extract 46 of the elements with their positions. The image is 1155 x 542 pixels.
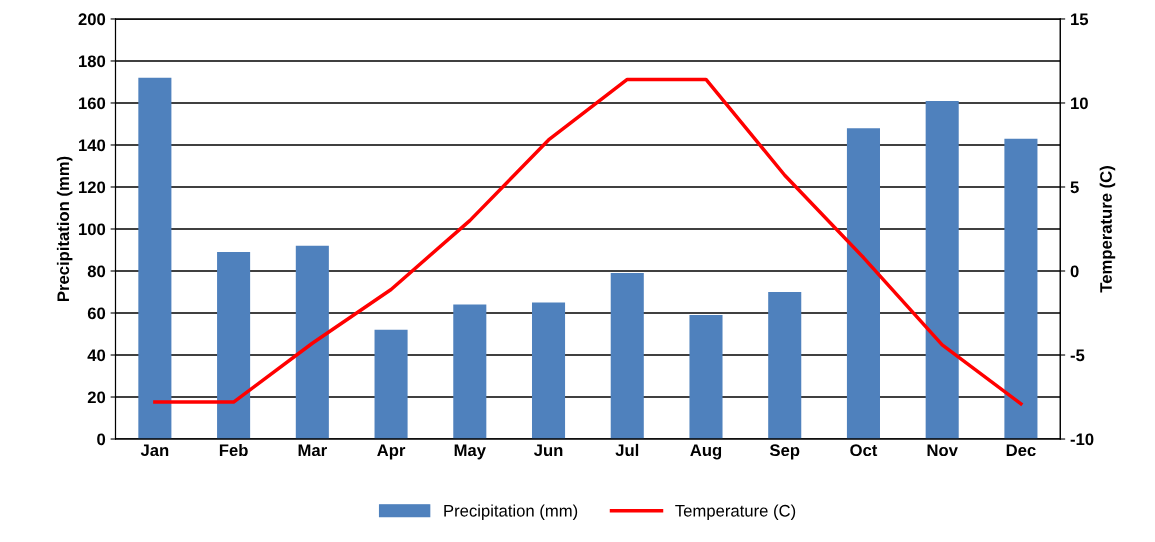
- x-tick-label: Nov: [927, 444, 958, 457]
- line-series: [153, 77, 1023, 406]
- y-tick-label: 20: [87, 391, 106, 404]
- y-tick-label: 0: [97, 433, 106, 446]
- bar: [925, 100, 959, 440]
- x-tick-label: Aug: [690, 444, 722, 460]
- bar: [768, 292, 802, 440]
- y-axis-title: Precipitation (mm): [56, 156, 73, 302]
- x-tick-label: Mar: [298, 444, 327, 457]
- y-tick-label: 180: [79, 55, 106, 68]
- y2-tick-label: 0: [1070, 265, 1079, 278]
- y2-tick-label: 15: [1071, 13, 1089, 26]
- bar: [295, 245, 329, 440]
- y-tick-label: 160: [79, 97, 106, 110]
- y2-tick-label: -5: [1070, 349, 1085, 362]
- y-tick-label: 140: [79, 139, 106, 152]
- bar: [610, 273, 644, 440]
- x-tick-label: Jun: [533, 444, 563, 457]
- x-tick-label: Oct: [850, 444, 878, 457]
- y2-tick-label: -10: [1070, 433, 1094, 446]
- x-tick-label: Apr: [377, 444, 406, 460]
- bar: [1004, 138, 1038, 440]
- bar: [374, 329, 408, 440]
- y-tick-label: 100: [79, 223, 106, 236]
- bar: [531, 302, 566, 440]
- y2-tick-label: 10: [1071, 97, 1088, 110]
- bar: [453, 304, 487, 440]
- bar: [846, 128, 880, 440]
- x-tick-label: May: [454, 444, 486, 460]
- bar: [689, 315, 723, 440]
- y-tick-label: 120: [79, 181, 106, 194]
- y-tick-label: 60: [87, 307, 106, 320]
- x-tick-label: Jan: [140, 444, 169, 457]
- bar: [217, 252, 251, 440]
- legend-label: Temperature (C): [675, 504, 796, 520]
- y-tick-label: 80: [87, 265, 106, 278]
- y2-tick-label: 5: [1070, 181, 1079, 194]
- x-tick-label: Jul: [615, 443, 639, 457]
- x-tick-label: Feb: [219, 443, 248, 457]
- y-tick-label: 40: [87, 349, 106, 362]
- x-tick-label: Sep: [769, 444, 800, 460]
- bar: [138, 77, 172, 440]
- x-tick-label: Dec: [1006, 444, 1036, 457]
- y2-axis-title: Temperature (C): [1099, 166, 1116, 293]
- y-tick-label: 200: [78, 13, 106, 26]
- legend-label: Precipitation (mm): [444, 504, 578, 520]
